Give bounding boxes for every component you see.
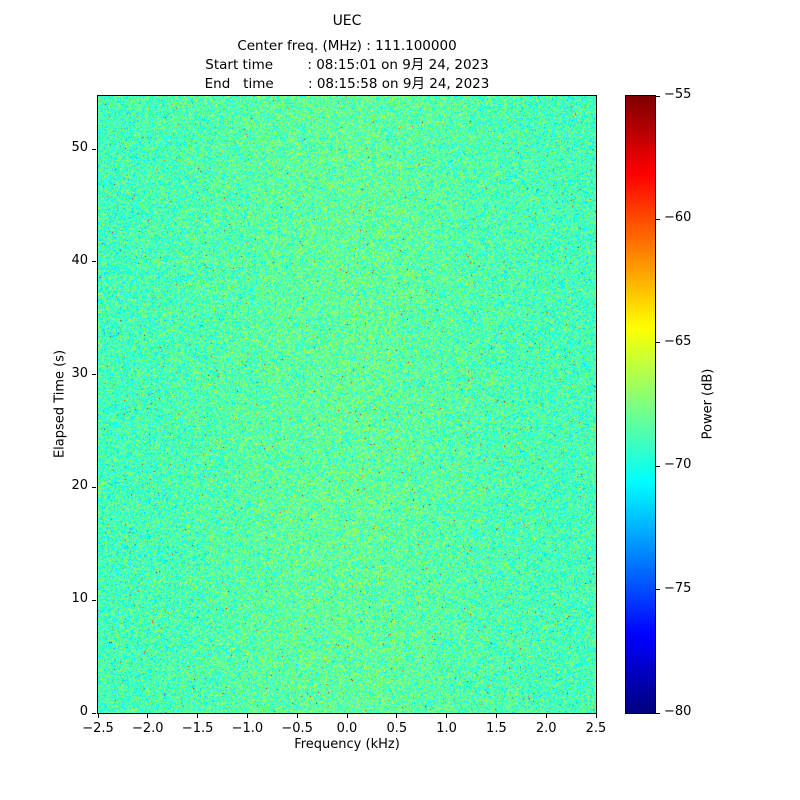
colorbar-canvas [626, 96, 655, 713]
colorbar-tick-mark [656, 218, 660, 220]
y-tick-mark [92, 148, 96, 150]
x-tick-label: −0.5 [281, 721, 313, 736]
y-tick-mark [92, 374, 96, 376]
colorbar-tick-mark [656, 589, 660, 591]
plot-area [97, 95, 597, 714]
y-tick-label: 10 [71, 591, 88, 607]
colorbar-tick-mark [656, 95, 660, 97]
x-tick-label: −2.5 [82, 721, 114, 736]
x-tick-label: 0.0 [336, 721, 358, 736]
x-tick-label: 1.5 [486, 721, 507, 736]
colorbar-tick-mark [656, 712, 660, 714]
x-tick-mark [246, 714, 248, 718]
y-tick-label: 40 [71, 252, 88, 268]
y-tick-mark [92, 261, 96, 263]
colorbar-tick-label: −75 [664, 580, 692, 596]
y-tick-label: 0 [79, 704, 88, 719]
colorbar-tick-label: −65 [664, 333, 692, 349]
spectrogram-canvas [98, 96, 596, 713]
x-tick-label: 2.5 [585, 721, 607, 736]
colorbar [625, 95, 656, 714]
y-tick-mark [92, 486, 96, 488]
y-tick-label: 50 [71, 140, 88, 155]
y-tick-label: 30 [71, 365, 88, 381]
colorbar-tick-label: −70 [664, 457, 692, 473]
x-tick-mark [296, 714, 298, 718]
x-tick-label: 1.0 [436, 721, 457, 736]
subtitle-line-center-freq: Center freq. (MHz) : 111.100000 [237, 38, 457, 54]
chart-subtitle: Center freq. (MHz) : 111.100000 Start ti… [98, 37, 596, 94]
x-tick-mark [545, 714, 547, 718]
subtitle-line-start-time: Start time : 08:15:01 on 9月 24, 2023 [205, 57, 489, 73]
x-tick-label: −1.5 [181, 721, 214, 736]
x-tick-label: 0.5 [386, 721, 408, 736]
colorbar-tick-label: −55 [664, 87, 692, 102]
x-tick-mark [396, 714, 398, 718]
colorbar-tick-mark [656, 465, 660, 467]
x-tick-mark [495, 714, 497, 718]
y-tick-mark [92, 599, 96, 601]
colorbar-tick-label: −80 [664, 704, 692, 719]
colorbar-label: Power (dB) [700, 368, 716, 440]
x-tick-label: −2.0 [132, 721, 164, 736]
x-tick-mark [446, 714, 448, 718]
colorbar-tick-mark [656, 342, 660, 344]
x-tick-mark [147, 714, 149, 718]
x-tick-mark [346, 714, 348, 718]
x-tick-mark [97, 714, 99, 718]
chart-title: UEC [332, 13, 362, 29]
x-tick-label: 2.0 [535, 721, 557, 736]
x-axis-label: Frequency (kHz) [294, 737, 400, 752]
colorbar-tick-label: −60 [664, 210, 692, 226]
x-tick-mark [595, 714, 597, 718]
y-tick-label: 20 [71, 478, 88, 494]
x-tick-mark [197, 714, 199, 718]
subtitle-line-end-time: End time : 08:15:58 on 9月 24, 2023 [204, 76, 490, 92]
x-tick-label: −1.0 [231, 721, 264, 736]
y-tick-mark [92, 712, 96, 714]
